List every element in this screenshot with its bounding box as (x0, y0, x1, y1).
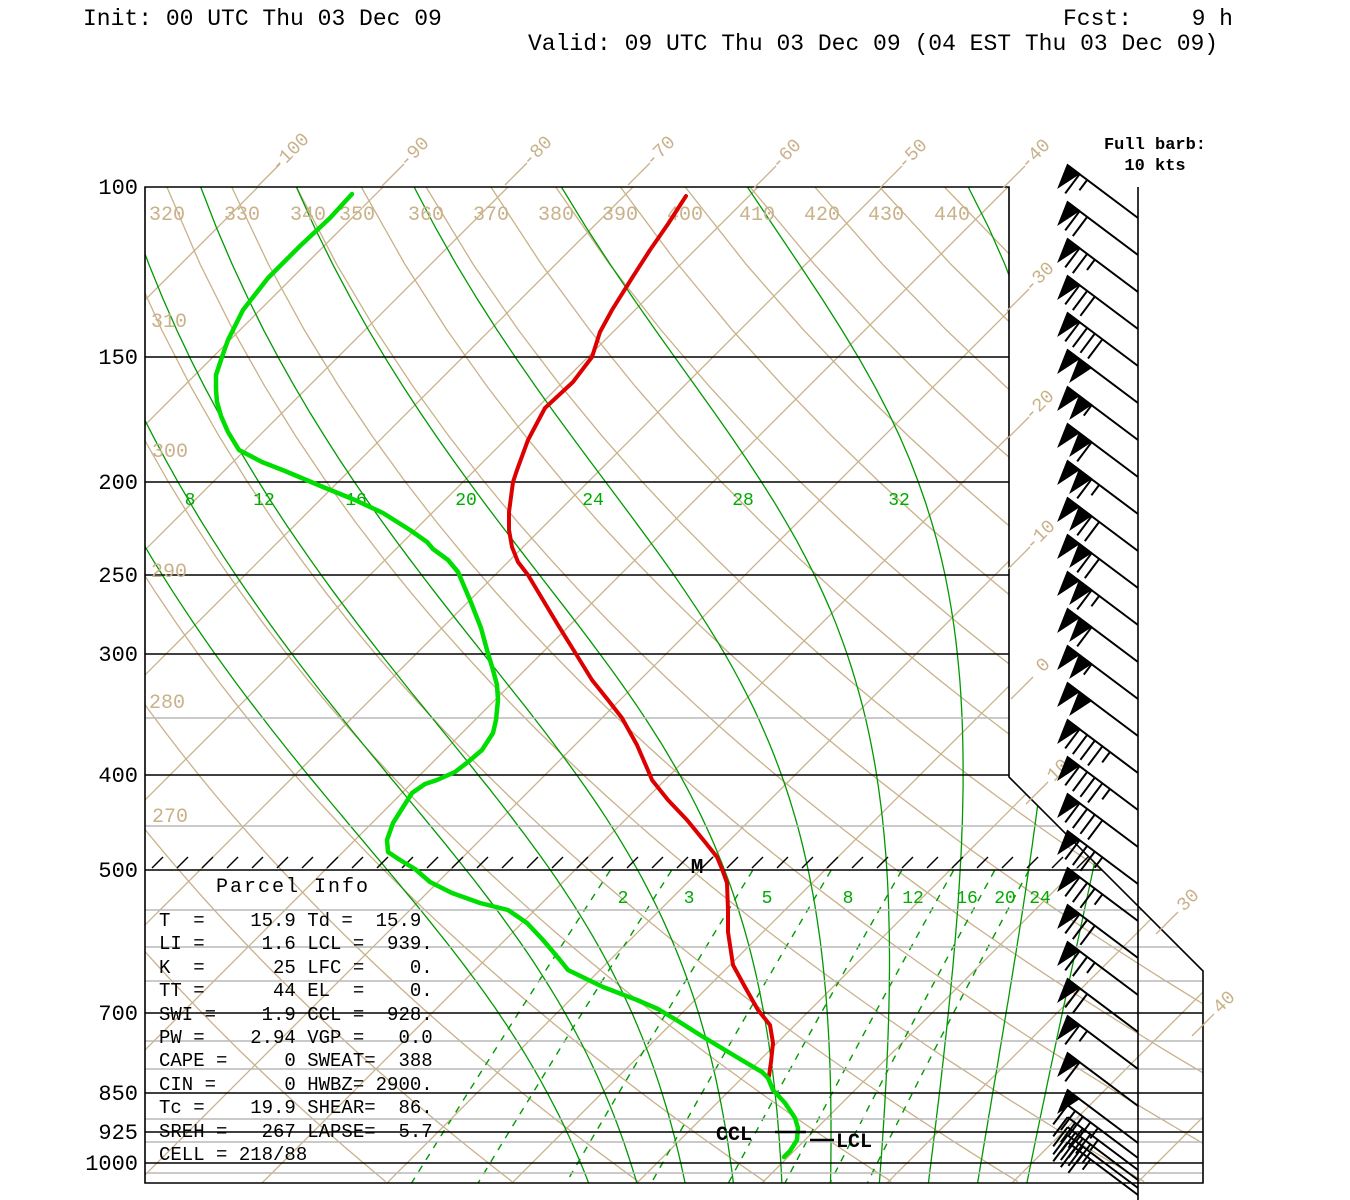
valid-time-label: Valid: 09 UTC Thu 03 Dec 09 (04 EST Thu … (528, 31, 1219, 57)
pressure-tick-label: 850 (98, 1082, 138, 1107)
moist-adiabat-label: 32 (888, 491, 910, 511)
parcel-info-row: Tc = 19.9 SHEAR= 86. (159, 1097, 433, 1120)
moist-adiabat-label: 12 (253, 491, 275, 511)
isotherm-label: -20 (1020, 386, 1060, 426)
pressure-tick-label: 1000 (85, 1152, 138, 1177)
isotherm-label: -30 (1020, 258, 1060, 298)
parcel-info-row: SREH = 267 LAPSE= 5.7 (159, 1120, 433, 1143)
parcel-info-box: T = 15.9 Td = 15.9 LI = 1.6 LCL = 939. K =… (159, 910, 433, 1167)
pressure-tick-label: 700 (98, 1002, 138, 1027)
parcel-info-row: TT = 44 EL = 0. (159, 980, 433, 1003)
dry-adiabat-label: 280 (149, 692, 185, 715)
parcel-info-row: SWI = 1.9 CCL = 928. (159, 1003, 433, 1026)
ccl-marker-label: CCL (716, 1124, 752, 1147)
isotherm-label: 40 (1209, 987, 1241, 1019)
dry-adiabat-label: 330 (224, 204, 260, 227)
parcel-info-row: K = 25 LFC = 0. (159, 956, 433, 979)
pressure-tick-label: 100 (98, 176, 138, 201)
m-level-marker: M (691, 857, 704, 880)
ccl-lcl-marker-dashes (775, 1130, 834, 1142)
dry-adiabat-label: 430 (868, 204, 904, 227)
moist-adiabat-label: 24 (582, 491, 604, 511)
dry-adiabat-label: 340 (290, 204, 326, 227)
parcel-info-row: T = 15.9 Td = 15.9 (159, 910, 422, 932)
pressure-tick-label: 500 (98, 859, 138, 884)
dry-adiabat-label: 270 (152, 806, 188, 829)
parcel-info-title: Parcel Info (216, 876, 371, 899)
dry-adiabat-label: 380 (538, 204, 574, 227)
wind-barb-legend: Full barb: 10 kts (1085, 135, 1225, 177)
isotherm-label: -100 (267, 129, 315, 177)
mixing-ratio-label: 24 (1029, 889, 1051, 909)
fcst-label: Fcst: (1063, 6, 1133, 32)
mixing-ratio-label: 8 (843, 889, 854, 909)
dry-adiabat-label: 300 (152, 441, 188, 464)
fcst-value: 9 h (1191, 6, 1233, 32)
forecast-hour-label: Fcst: 9 h (1063, 6, 1233, 32)
dry-adiabat-label: 310 (151, 311, 187, 334)
mixing-ratio-lines (409, 870, 1030, 1183)
dry-adiabat-label: 390 (602, 204, 638, 227)
pressure-tick-label: 200 (98, 471, 138, 496)
dry-adiabat-label: 440 (934, 204, 970, 227)
wind-barb-column (1052, 163, 1139, 1200)
pressure-tick-label: 400 (98, 764, 138, 789)
dry-adiabat-label: 410 (739, 204, 775, 227)
dewpoint-curve (213, 191, 801, 1160)
mixing-ratio-label: 20 (994, 889, 1016, 909)
isotherm-label: -70 (641, 132, 681, 172)
isotherm-label: -40 (1016, 135, 1056, 175)
init-time-label: Init: 00 UTC Thu 03 Dec 09 (83, 6, 442, 32)
parcel-info-row: CAPE = 0 SWEAT= 388 (159, 1050, 433, 1073)
moist-adiabat-label: 28 (732, 491, 754, 511)
hatched-500hpa-line (145, 856, 1102, 871)
mixing-ratio-label: 16 (956, 889, 978, 909)
dry-adiabat-label: 350 (339, 204, 375, 227)
pressure-tick-label: 150 (98, 346, 138, 371)
mixing-ratio-label: 5 (762, 889, 773, 909)
pressure-tick-label: 300 (98, 643, 138, 668)
grey-pressure-lines (145, 717, 1203, 1174)
isotherm-label: -80 (518, 132, 558, 172)
isotherm-label: 0 (1032, 654, 1056, 678)
isotherm-label: -90 (395, 133, 435, 173)
dry-adiabat-label: 320 (149, 204, 185, 227)
dry-adiabat-label: 360 (408, 204, 444, 227)
pressure-tick-label: 925 (98, 1121, 138, 1146)
dry-adiabat-label: 290 (151, 561, 187, 584)
moist-adiabat-label: 20 (455, 491, 477, 511)
parcel-info-row: PW = 2.94 VGP = 0.0 (159, 1027, 433, 1050)
parcel-info-row: CELL = 218/88 (159, 1144, 308, 1167)
mixing-ratio-label: 12 (902, 889, 924, 909)
dry-adiabat-label: 420 (804, 204, 840, 227)
mixing-ratio-label: 2 (618, 889, 629, 909)
dry-adiabat-label: 370 (473, 204, 509, 227)
pressure-tick-label: 250 (98, 564, 138, 589)
isotherm-label-leaders (257, 162, 1215, 1037)
wind-barb-legend-line2: 10 kts (1124, 157, 1186, 176)
mixing-ratio-label: 3 (684, 889, 695, 909)
wind-barb-legend-line1: Full barb: (1103, 136, 1207, 155)
pressure-gridlines (145, 356, 1203, 1164)
isotherm-label: -10 (1021, 516, 1061, 556)
temperature-curve (507, 194, 775, 1078)
isotherm-label: -50 (893, 135, 933, 175)
parcel-info-row: CIN = 0 HWBZ= 2900. (159, 1073, 433, 1096)
moist-adiabat-label: 8 (185, 491, 196, 511)
isotherm-label: -60 (767, 135, 807, 175)
isotherm-label: 30 (1173, 885, 1205, 917)
lcl-marker-label: LCL (836, 1131, 872, 1154)
chart-border (144, 186, 1204, 1184)
parcel-info-row: LI = 1.6 LCL = 939. (159, 933, 433, 956)
